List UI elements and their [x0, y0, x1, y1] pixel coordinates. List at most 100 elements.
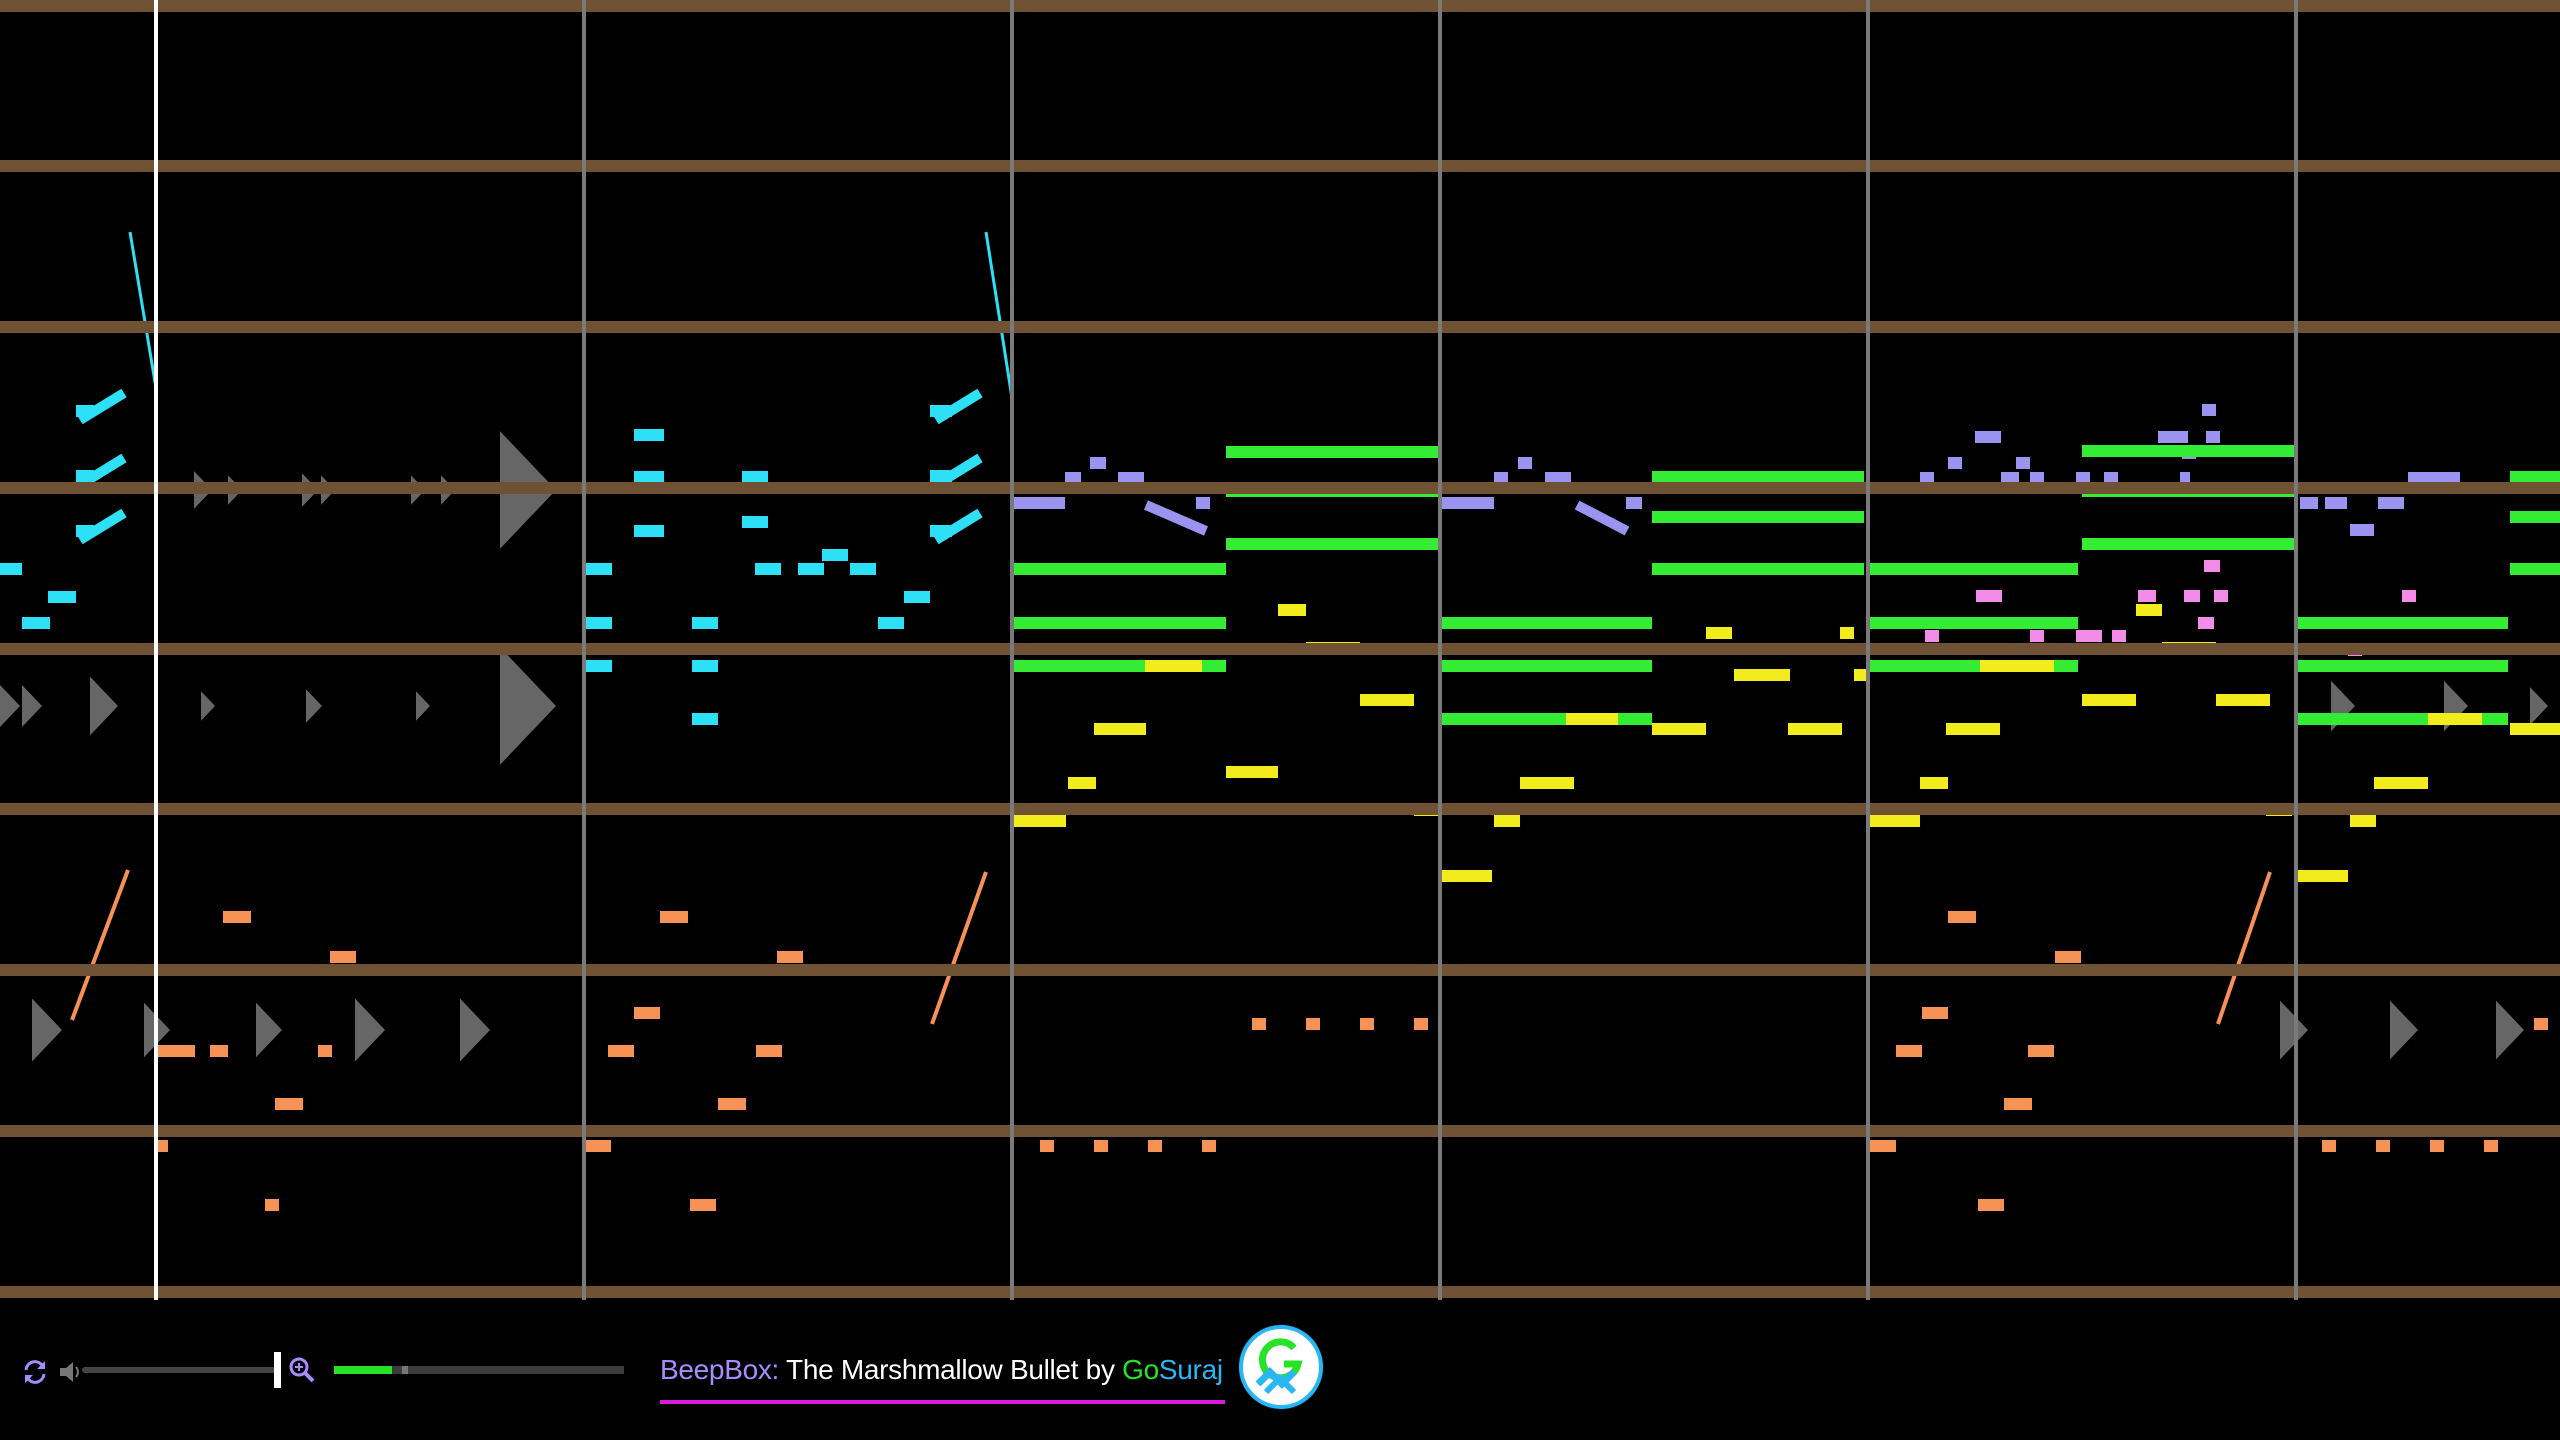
note	[583, 1140, 611, 1152]
note	[1306, 1018, 1320, 1030]
note	[1976, 590, 2002, 602]
drum-note	[306, 689, 322, 723]
volume-slider[interactable]	[82, 1367, 280, 1373]
note	[2076, 472, 2090, 484]
note-bend	[77, 453, 127, 490]
note	[2216, 694, 2270, 706]
note	[0, 563, 22, 575]
note	[1014, 617, 1226, 629]
note	[634, 429, 664, 441]
note	[1866, 815, 1920, 827]
pitch-slide	[984, 231, 1014, 399]
note	[2322, 1140, 2336, 1152]
note	[660, 911, 688, 923]
note	[756, 1045, 782, 1057]
zoom-in-icon[interactable]	[285, 1353, 319, 1387]
note	[2350, 815, 2376, 827]
note	[1866, 563, 2078, 575]
note	[2028, 1045, 2054, 1057]
note	[850, 563, 876, 575]
song-progress-bar[interactable]	[334, 1366, 624, 1374]
note	[1788, 723, 1842, 735]
note	[755, 563, 781, 575]
note	[2055, 951, 2081, 963]
note	[1090, 457, 1106, 469]
bar-line	[2294, 0, 2298, 1300]
note	[718, 1098, 746, 1110]
note	[1278, 604, 1306, 616]
note	[1920, 472, 1934, 484]
note	[2510, 511, 2560, 523]
note	[692, 660, 718, 672]
note	[1360, 694, 1414, 706]
note	[2534, 1018, 2548, 1030]
note	[1065, 472, 1081, 484]
note	[1652, 471, 1864, 483]
note	[156, 1140, 168, 1152]
note	[2325, 497, 2347, 509]
playhead	[154, 0, 158, 1300]
note	[634, 1007, 660, 1019]
pitch-row-line	[0, 0, 2560, 12]
note	[1652, 723, 1706, 735]
note	[692, 713, 718, 725]
note	[1014, 815, 1066, 827]
note	[265, 1199, 279, 1211]
note	[2204, 560, 2220, 572]
speaker-icon[interactable]	[54, 1355, 88, 1389]
note	[2004, 1098, 2032, 1110]
note	[223, 911, 251, 923]
note	[2374, 777, 2428, 789]
note	[2136, 604, 2162, 616]
note	[1922, 1007, 1948, 1019]
note	[2076, 630, 2090, 642]
note	[1866, 617, 2078, 629]
note	[777, 951, 803, 963]
pitch-row-line	[0, 160, 2560, 172]
bar-line	[1866, 0, 1870, 1300]
note	[2430, 1140, 2444, 1152]
note	[1706, 627, 1732, 639]
note	[904, 591, 930, 603]
pitch-row-line	[0, 321, 2560, 333]
note	[608, 1045, 634, 1057]
note	[822, 549, 848, 561]
note	[48, 591, 76, 603]
drum-note	[416, 691, 430, 721]
note	[1518, 457, 1532, 469]
volume-slider-handle[interactable]	[274, 1352, 281, 1388]
note	[1652, 563, 1864, 575]
note-bend	[1574, 500, 1630, 536]
note	[1520, 777, 1574, 789]
note	[742, 516, 768, 528]
note	[2001, 472, 2019, 484]
note	[878, 617, 904, 629]
note	[586, 660, 612, 672]
note	[2030, 472, 2044, 484]
note	[586, 563, 612, 575]
drum-note	[500, 647, 556, 765]
note	[1734, 669, 1790, 681]
note	[2378, 497, 2404, 509]
app-name: BeepBox:	[660, 1354, 780, 1385]
drum-note	[201, 691, 215, 721]
drum-note	[2496, 1000, 2524, 1060]
loop-icon[interactable]	[18, 1355, 52, 1389]
note	[2430, 713, 2456, 725]
note	[1440, 870, 1492, 882]
note-bend	[933, 508, 983, 545]
note	[1226, 538, 1438, 550]
note	[2402, 590, 2416, 602]
note	[1980, 660, 2032, 672]
note	[173, 1045, 195, 1057]
note-bend	[933, 388, 983, 425]
drum-note	[90, 676, 118, 736]
drum-note	[355, 998, 385, 1062]
note	[1868, 1140, 1896, 1152]
note	[1094, 1140, 1108, 1152]
note	[2198, 617, 2214, 629]
song-title-link[interactable]: BeepBox: The Marshmallow Bullet by GoSur…	[660, 1350, 1223, 1390]
note	[1440, 497, 1494, 509]
note	[1013, 497, 1065, 509]
note	[1652, 511, 1864, 523]
